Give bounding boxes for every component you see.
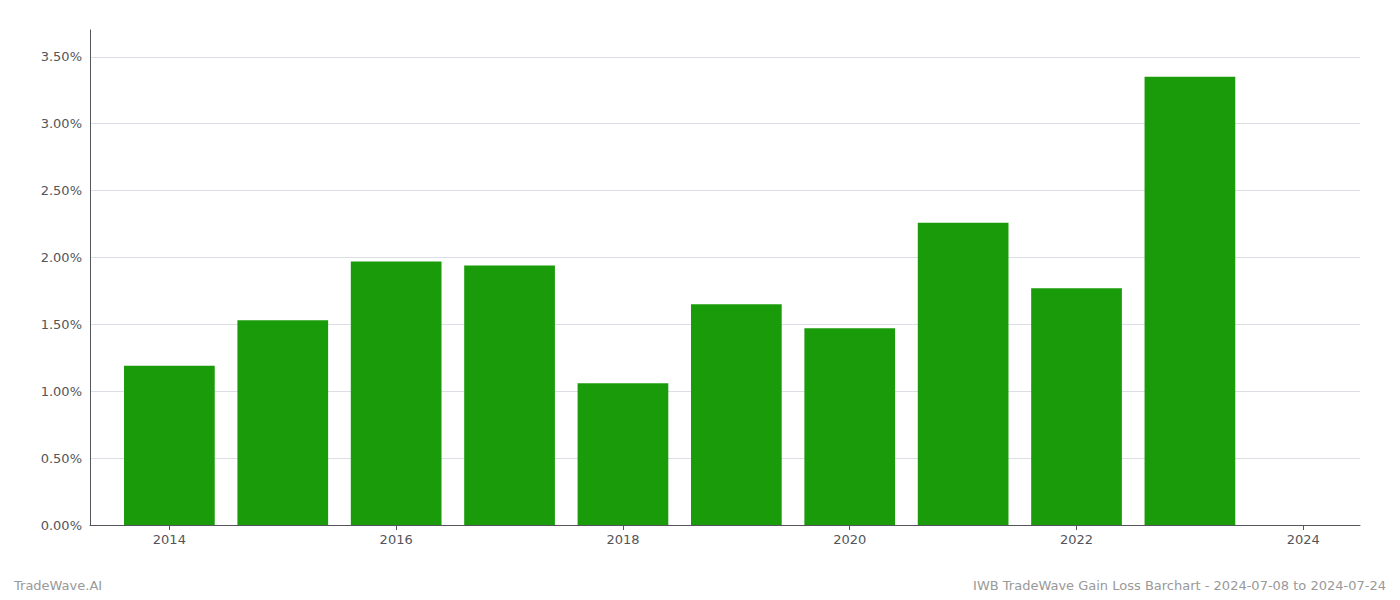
svg-text:2.00%: 2.00%: [41, 250, 82, 265]
svg-text:2014: 2014: [153, 532, 186, 547]
svg-text:2.50%: 2.50%: [41, 183, 82, 198]
svg-text:0.50%: 0.50%: [41, 451, 82, 466]
svg-text:0.00%: 0.00%: [41, 518, 82, 533]
svg-text:1.00%: 1.00%: [41, 384, 82, 399]
svg-text:2024: 2024: [1287, 532, 1320, 547]
svg-text:2020: 2020: [833, 532, 866, 547]
svg-text:IWB TradeWave Gain Loss Barcha: IWB TradeWave Gain Loss Barchart - 2024-…: [973, 578, 1386, 593]
svg-text:1.50%: 1.50%: [41, 317, 82, 332]
svg-text:TradeWave.AI: TradeWave.AI: [13, 578, 102, 593]
svg-text:2016: 2016: [380, 532, 413, 547]
svg-text:3.50%: 3.50%: [41, 49, 82, 64]
svg-text:2022: 2022: [1060, 532, 1093, 547]
svg-text:2018: 2018: [606, 532, 639, 547]
svg-text:3.00%: 3.00%: [41, 116, 82, 131]
